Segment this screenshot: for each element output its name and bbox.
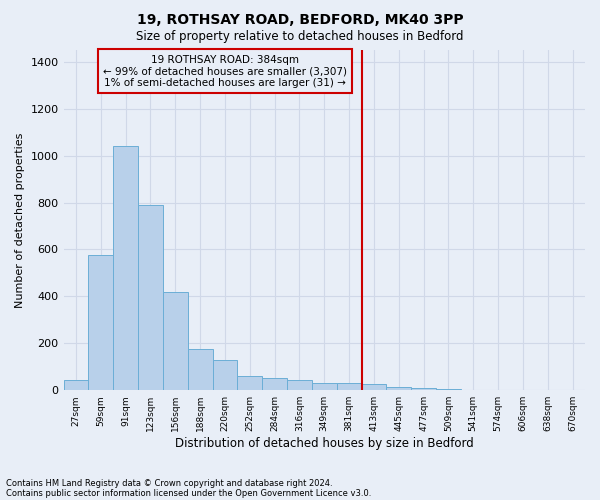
Text: 19 ROTHSAY ROAD: 384sqm
← 99% of detached houses are smaller (3,307)
1% of semi-: 19 ROTHSAY ROAD: 384sqm ← 99% of detache… bbox=[103, 54, 347, 88]
Bar bbox=[262, 378, 287, 390]
Text: Size of property relative to detached houses in Bedford: Size of property relative to detached ho… bbox=[136, 30, 464, 43]
Bar bbox=[411, 388, 436, 390]
Bar bbox=[88, 256, 113, 390]
Bar bbox=[64, 380, 88, 390]
Bar bbox=[188, 349, 212, 390]
Text: 19, ROTHSAY ROAD, BEDFORD, MK40 3PP: 19, ROTHSAY ROAD, BEDFORD, MK40 3PP bbox=[137, 12, 463, 26]
Bar bbox=[337, 383, 362, 390]
Bar bbox=[163, 292, 188, 390]
Bar bbox=[362, 384, 386, 390]
Bar bbox=[138, 205, 163, 390]
Bar bbox=[113, 146, 138, 390]
Text: Contains HM Land Registry data © Crown copyright and database right 2024.: Contains HM Land Registry data © Crown c… bbox=[6, 478, 332, 488]
Bar bbox=[312, 383, 337, 390]
Bar bbox=[238, 376, 262, 390]
Y-axis label: Number of detached properties: Number of detached properties bbox=[15, 132, 25, 308]
Bar bbox=[386, 386, 411, 390]
Bar bbox=[436, 389, 461, 390]
Text: Contains public sector information licensed under the Open Government Licence v3: Contains public sector information licen… bbox=[6, 488, 371, 498]
Bar bbox=[212, 360, 238, 390]
X-axis label: Distribution of detached houses by size in Bedford: Distribution of detached houses by size … bbox=[175, 437, 473, 450]
Bar bbox=[287, 380, 312, 390]
